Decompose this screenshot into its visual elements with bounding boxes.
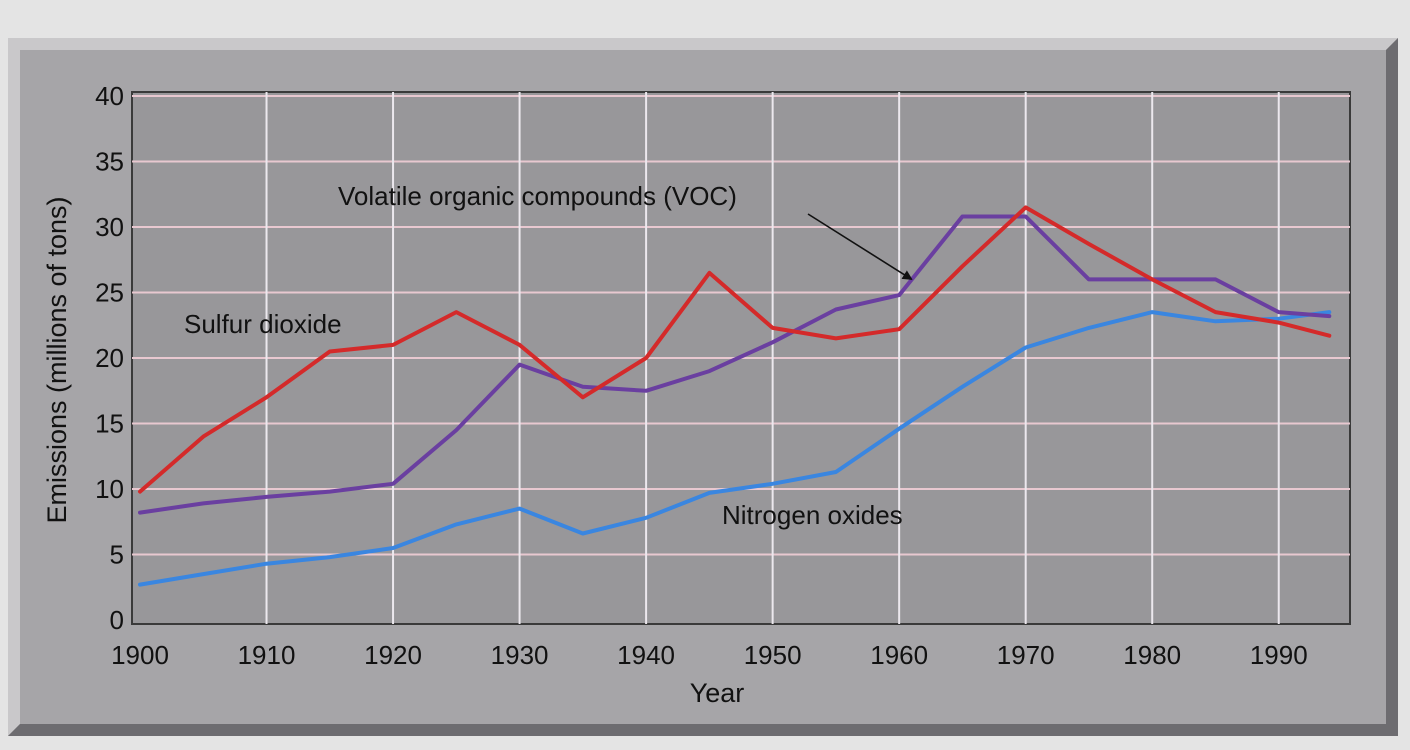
x-tick-label: 1950 [744,640,802,670]
y-tick-label: 35 [95,147,124,177]
y-tick-label: 20 [95,343,124,373]
y-tick-label: 10 [95,474,124,504]
x-tick-label: 1910 [238,640,296,670]
y-axis-title: Emissions (millions of tons) [42,196,72,523]
y-axis-ticks: 0 5 10 15 20 25 30 35 40 [95,81,124,635]
voc-line [138,214,1332,515]
y-tick-label: 40 [95,81,124,111]
voc-label: Volatile organic compounds (VOC) [338,181,737,211]
x-tick-label: 1930 [491,640,549,670]
x-tick-label: 1960 [870,640,928,670]
series-lines [138,205,1332,587]
voc-arrow [807,213,913,281]
x-tick-label: 1980 [1123,640,1181,670]
y-tick-label: 30 [95,212,124,242]
sulfur-dioxide-label: Sulfur dioxide [184,309,342,339]
x-tick-label: 1990 [1250,640,1308,670]
sulfur-dioxide-line [138,205,1332,494]
x-tick-label: 1920 [364,640,422,670]
nitrogen-oxides-line [138,310,1332,587]
y-tick-label: 0 [110,605,124,635]
x-axis-title: Year [690,678,745,708]
nitrogen-oxides-label: Nitrogen oxides [722,500,903,530]
y-tick-label: 15 [95,409,124,439]
x-tick-label: 1900 [111,640,169,670]
y-tick-label: 25 [95,278,124,308]
y-tick-label: 5 [110,540,124,570]
x-tick-label: 1970 [997,640,1055,670]
x-tick-label: 1940 [617,640,675,670]
x-axis-ticks: 1900 1910 1920 1930 1940 1950 1960 1970 1980 1990 [111,640,1308,670]
